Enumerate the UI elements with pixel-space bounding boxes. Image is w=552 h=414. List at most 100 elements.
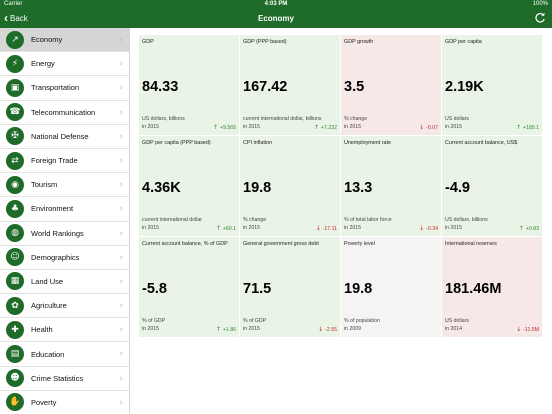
chevron-right-icon: › bbox=[119, 155, 123, 166]
indicator-card[interactable]: Poverty level 19.8 % of population in 2009 bbox=[341, 237, 441, 337]
indicator-card[interactable]: GDP growth 3.5 % change in 2015 ↓ -0.07 bbox=[341, 35, 441, 135]
indicator-value: 181.46M bbox=[445, 281, 502, 297]
sidebar-item-economy[interactable]: ↗ Economy › bbox=[0, 28, 129, 53]
tank-icon: ✠ bbox=[6, 127, 24, 146]
sidebar-item-poverty[interactable]: ✋ Poverty › bbox=[0, 391, 129, 414]
indicator-card[interactable]: International reserves 181.46M US dollars i… bbox=[442, 237, 542, 337]
sidebar-item-label: National Defense bbox=[31, 131, 89, 141]
indicator-value: 19.8 bbox=[243, 180, 272, 196]
indicator-value: 2.19K bbox=[445, 79, 484, 95]
indicator-unit: % of total labor force bbox=[344, 217, 392, 223]
indicator-change-value: +1.86 bbox=[222, 327, 236, 333]
chevron-right-icon: › bbox=[119, 107, 123, 118]
sidebar-item-land-use[interactable]: ▦ Land Use › bbox=[0, 270, 129, 295]
chevron-right-icon: › bbox=[119, 83, 123, 94]
indicator-change: ↑ +9.565 bbox=[213, 124, 236, 131]
indicator-card[interactable]: General government gross debt 71.5 % of GD… bbox=[240, 237, 340, 337]
sidebar-item-national-defense[interactable]: ✠ National Defense › bbox=[0, 125, 129, 149]
chevron-right-icon: › bbox=[119, 204, 123, 215]
sidebar-item-label: Health bbox=[31, 325, 53, 335]
indicator-name: General government gross debt bbox=[243, 241, 319, 247]
indicator-value: -5.8 bbox=[142, 281, 167, 297]
bus-icon: ▣ bbox=[6, 78, 24, 97]
sidebar-item-health[interactable]: ✚ Health › bbox=[0, 318, 129, 343]
indicator-change-value: -2.55 bbox=[325, 327, 337, 333]
sidebar-item-environment[interactable]: ♣ Environment › bbox=[0, 197, 129, 222]
indicator-unit: % of GDP bbox=[243, 318, 267, 324]
indicator-unit: US dollars bbox=[445, 116, 469, 122]
indicator-card[interactable]: GDP per capita (PPP based) 4.36K current i… bbox=[139, 136, 239, 236]
indicator-name: CPI inflation bbox=[243, 140, 273, 146]
indicator-card[interactable]: GDP per capita 2.19K US dollars in 2015 ↑ +18… bbox=[442, 35, 542, 135]
indicator-unit: US dollars, billions bbox=[142, 116, 185, 122]
tree-icon: ♣ bbox=[6, 199, 24, 218]
chevron-right-icon: › bbox=[119, 131, 123, 142]
back-label: Back bbox=[10, 14, 28, 23]
sidebar-item-transportation[interactable]: ▣ Transportation › bbox=[0, 76, 129, 101]
indicator-name: International reserves bbox=[445, 241, 497, 247]
poverty-icon: ✋ bbox=[6, 393, 24, 412]
indicator-name: GDP bbox=[142, 39, 154, 45]
navigation-bar: ‹ Back Economy bbox=[0, 9, 552, 28]
indicator-year: in 2009 bbox=[344, 326, 362, 332]
plant-icon: ✿ bbox=[6, 296, 24, 315]
sidebar-item-world-rankings[interactable]: ◍ World Rankings › bbox=[0, 222, 129, 246]
battery-indicator: 100% bbox=[532, 1, 548, 7]
sidebar-item-foreign-trade[interactable]: ⇄ Foreign Trade › bbox=[0, 149, 129, 174]
sidebar-item-label: Environment bbox=[31, 204, 74, 214]
indicator-unit: % of GDP bbox=[142, 318, 166, 324]
indicator-change: ↓ -2.55 bbox=[318, 326, 337, 333]
indicator-card[interactable]: GDP (PPP based) 167.42 current internation… bbox=[240, 35, 340, 135]
chevron-right-icon: › bbox=[119, 59, 123, 70]
arrow-down-icon: ↓ bbox=[318, 326, 324, 333]
indicator-card[interactable]: Current account balance, % of GDP -5.8 % o… bbox=[139, 237, 239, 337]
indicator-unit: US dollars bbox=[445, 318, 469, 324]
chevron-right-icon: › bbox=[119, 325, 123, 336]
sidebar-item-demographics[interactable]: ☺ Demographics › bbox=[0, 246, 129, 270]
indicator-unit: US dollars, billions bbox=[445, 217, 488, 223]
indicator-unit: current international dollar, billions bbox=[243, 116, 322, 122]
indicator-name: Unemployment rate bbox=[344, 140, 392, 146]
indicator-name: GDP growth bbox=[344, 39, 374, 45]
sidebar-item-agriculture[interactable]: ✿ Agriculture › bbox=[0, 294, 129, 319]
map-icon: ▦ bbox=[6, 272, 24, 291]
indicator-value: 3.5 bbox=[344, 79, 365, 95]
indicator-value: 13.3 bbox=[344, 180, 373, 196]
sidebar-item-label: Telecommunication bbox=[31, 107, 96, 117]
globe-icon: ◍ bbox=[6, 224, 24, 243]
indicator-grid: GDP 84.33 US dollars, billions in 2015 ↑ +9.5… bbox=[139, 35, 542, 337]
back-button[interactable]: ‹ Back bbox=[4, 9, 28, 28]
arrow-up-icon: ↑ bbox=[215, 225, 221, 232]
sidebar-item-education[interactable]: ▤ Education › bbox=[0, 342, 129, 367]
sidebar-item-crime-statistics[interactable]: ☻ Crime Statistics › bbox=[0, 367, 129, 391]
indicator-change: ↑ +7.232 bbox=[314, 124, 337, 131]
chevron-right-icon: › bbox=[119, 228, 123, 239]
indicator-card[interactable]: GDP 84.33 US dollars, billions in 2015 ↑ +9.5… bbox=[139, 35, 239, 135]
arrow-down-icon: ↓ bbox=[315, 225, 321, 232]
arrow-down-icon: ↓ bbox=[516, 326, 522, 333]
indicator-card[interactable]: Current account balance, US$ -4.9 US dolla… bbox=[442, 136, 542, 236]
indicator-change: ↑ +189.1 bbox=[516, 124, 539, 131]
sidebar-item-label: World Rankings bbox=[31, 228, 84, 238]
refresh-icon[interactable] bbox=[534, 12, 546, 24]
lightning-icon: ⚡ bbox=[6, 54, 24, 73]
sidebar-item-energy[interactable]: ⚡ Energy › bbox=[0, 52, 129, 77]
indicator-change-value: -0.07 bbox=[426, 125, 438, 131]
chevron-left-icon: ‹ bbox=[4, 11, 8, 25]
sidebar-item-label: Demographics bbox=[31, 252, 80, 262]
indicator-value: 19.8 bbox=[344, 281, 373, 297]
chevron-right-icon: › bbox=[119, 180, 123, 191]
chevron-right-icon: › bbox=[119, 373, 123, 384]
indicator-year: in 2014 bbox=[445, 326, 463, 332]
indicator-value: 84.33 bbox=[142, 79, 179, 95]
sidebar-item-tourism[interactable]: ◉ Tourism › bbox=[0, 173, 129, 198]
chevron-right-icon: › bbox=[119, 35, 123, 45]
indicator-change: ↓ -0.07 bbox=[419, 124, 438, 131]
indicator-year: in 2015 bbox=[344, 124, 362, 130]
sidebar-item-telecommunication[interactable]: ☎ Telecommunication › bbox=[0, 101, 129, 125]
indicator-name: GDP per capita bbox=[445, 39, 482, 45]
indicator-card[interactable]: CPI inflation 19.8 % change in 2015 ↓ -17.11 bbox=[240, 136, 340, 236]
carrier-label: Carrier bbox=[4, 1, 23, 7]
indicator-card[interactable]: Unemployment rate 13.3 % of total labor fo… bbox=[341, 136, 441, 236]
arrow-up-icon: ↑ bbox=[518, 225, 524, 232]
